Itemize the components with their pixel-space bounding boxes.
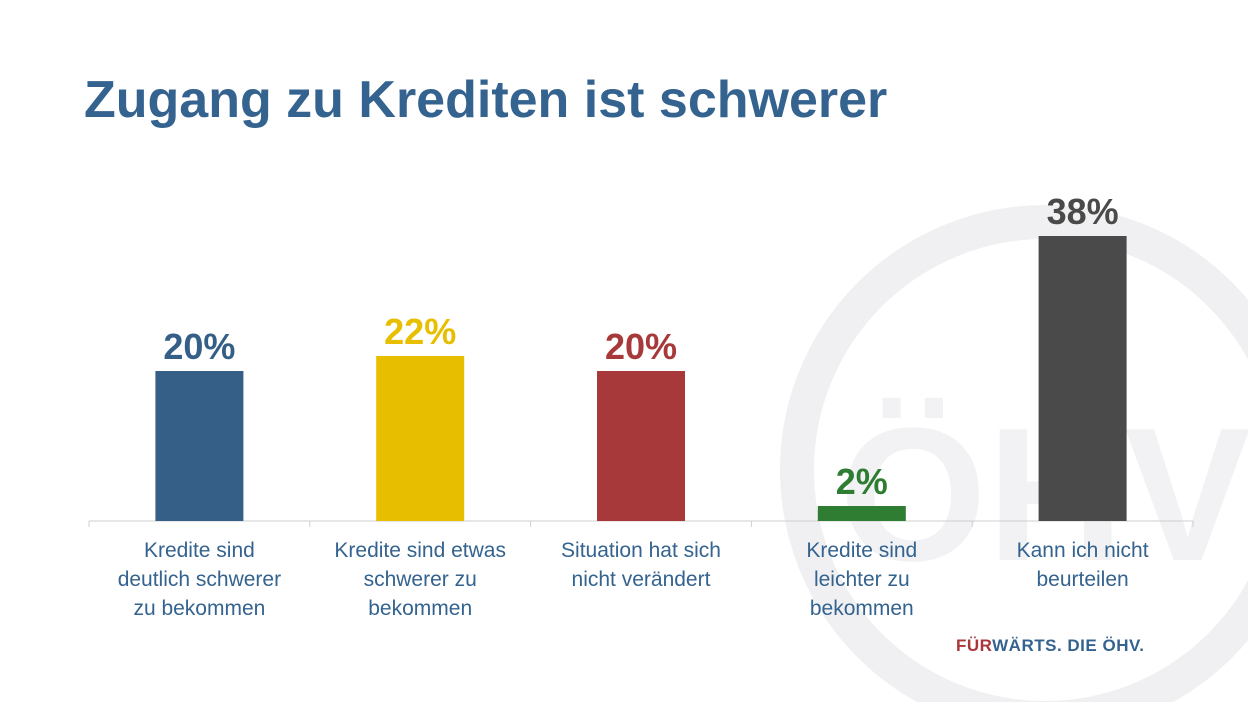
bar-1 (155, 371, 244, 521)
category-label-5: Kann ich nicht beurteilen (972, 536, 1194, 594)
category-label-line: beurteilen (1036, 568, 1129, 591)
bar-value-label-3: 20% (605, 326, 677, 367)
bar-value-label-5: 38% (1047, 191, 1119, 232)
category-label-line: Kann ich nicht (1016, 539, 1149, 562)
tagline-accent: FÜR (956, 636, 993, 655)
bar-value-label-4: 2% (836, 461, 888, 502)
category-label-line: Kredite sind (806, 539, 918, 562)
category-label-3: Situation hat sich nicht verändert (530, 536, 752, 594)
category-label-line: nicht verändert (571, 568, 711, 591)
bar-2 (376, 356, 465, 521)
category-label-line: Situation hat sich (561, 539, 721, 562)
bar-5 (1038, 236, 1127, 521)
category-label-2: Kredite sind etwas schwerer zu bekommen (309, 536, 531, 623)
category-label-4: Kredite sind leichter zu bekommen (751, 536, 973, 623)
category-label-line: Kredite sind (143, 539, 255, 562)
bar-value-label-1: 20% (163, 326, 235, 367)
category-label-line: deutlich schwerer (117, 568, 282, 591)
category-label-line: schwerer zu (363, 568, 477, 591)
bar-3 (597, 371, 685, 521)
category-label-1: Kredite sind deutlich schwerer zu bekommen (88, 536, 310, 623)
bar-value-label-2: 22% (384, 311, 456, 352)
category-label-line: bekommen (368, 597, 473, 620)
tagline-rest: WÄRTS. DIE ÖHV. (992, 636, 1145, 655)
category-label-line: Kredite sind etwas (334, 539, 506, 562)
bar-4 (817, 506, 906, 521)
category-label-line: zu bekommen (133, 597, 266, 620)
category-label-line: leichter zu (813, 568, 910, 591)
page-title: Zugang zu Krediten ist schwerer (84, 71, 888, 129)
brand-tagline: FÜRWÄRTS. DIE ÖHV. (956, 636, 1144, 656)
category-label-line: bekommen (809, 597, 914, 620)
